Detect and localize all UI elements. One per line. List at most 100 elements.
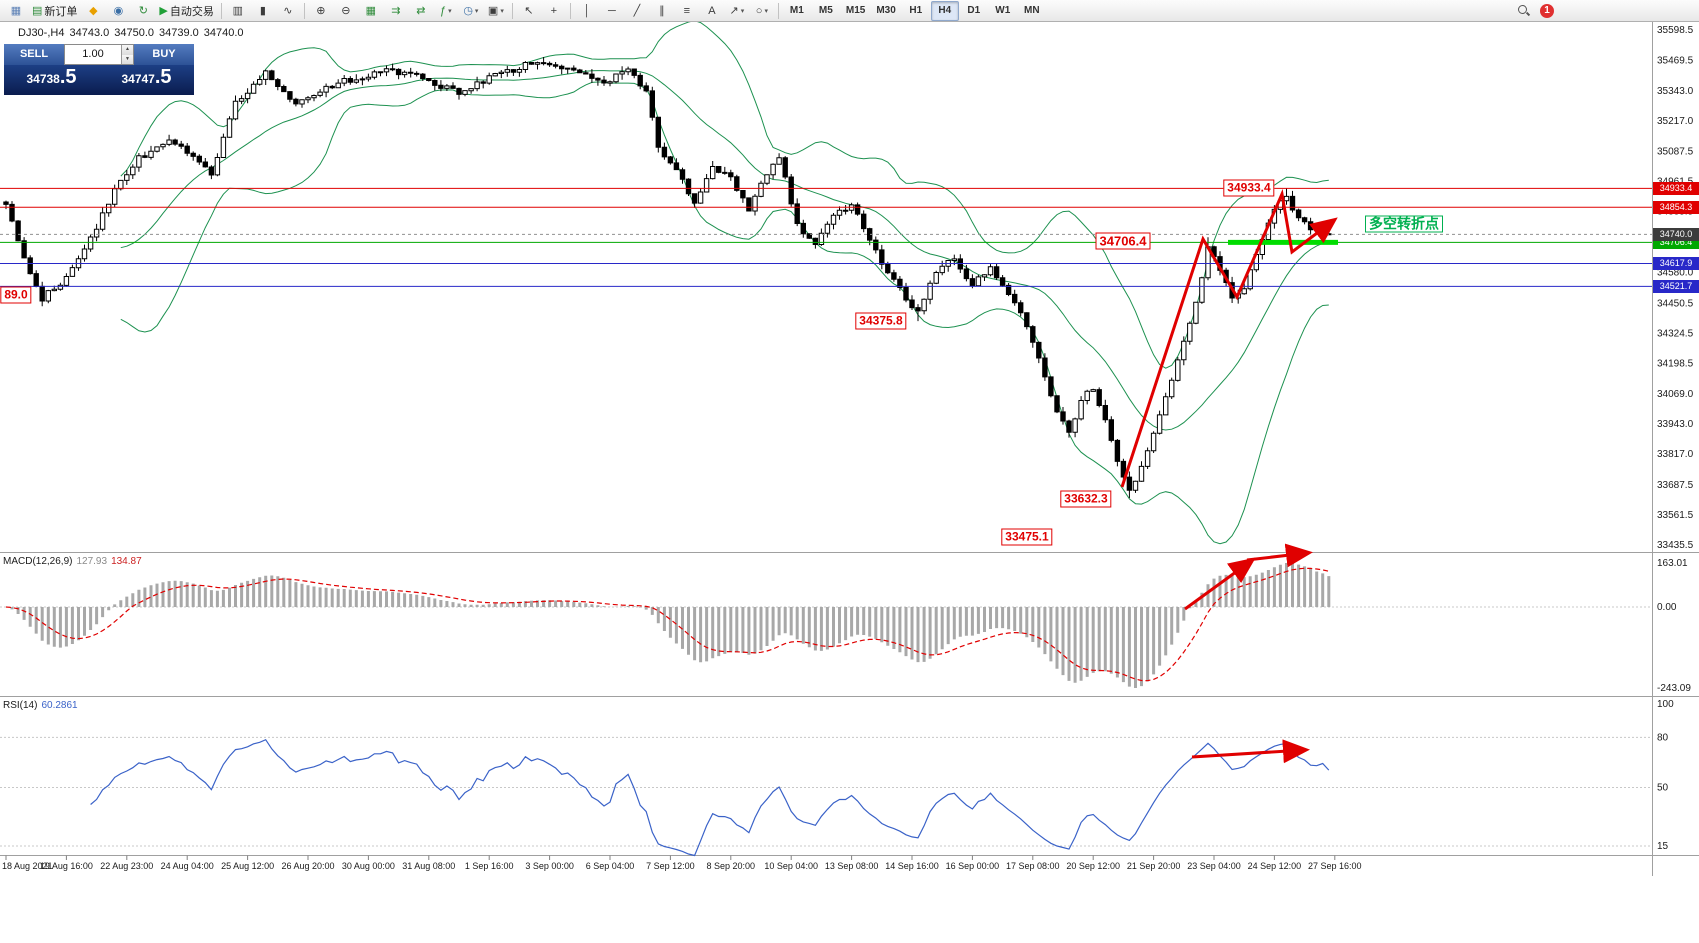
svg-text:15: 15	[1657, 841, 1669, 852]
svg-text:34198.5: 34198.5	[1657, 358, 1694, 369]
vertical-line-button[interactable]: │	[575, 1, 599, 21]
bar-chart-icon: ▥	[232, 4, 244, 17]
candlestick-icon: ▮	[259, 4, 266, 17]
arrow-objects-icon: ↗	[729, 4, 739, 17]
svg-text:7 Sep 12:00: 7 Sep 12:00	[646, 861, 695, 871]
chart-shift-button[interactable]: ⇄	[409, 1, 433, 21]
crosshair-button[interactable]: +	[542, 1, 566, 21]
indicators-button[interactable]: ƒ ▾	[434, 1, 458, 21]
buy-price-button[interactable]: 34747.5	[99, 65, 194, 95]
axis-price-tag: 34617.9	[1653, 257, 1699, 270]
volume-input[interactable]: 1.00 ▲ ▼	[64, 44, 134, 65]
community-button[interactable]: ◉	[106, 1, 130, 21]
search-icon	[1517, 4, 1530, 17]
refresh-button[interactable]: ↻	[131, 1, 155, 21]
sell-button[interactable]: SELL	[4, 44, 64, 65]
timeframe-w1-button[interactable]: W1	[995, 5, 1011, 16]
chart-window-button[interactable]: ▦	[4, 1, 28, 21]
rsi-value: 60.2861	[41, 700, 78, 711]
svg-text:34069.0: 34069.0	[1657, 389, 1694, 400]
macd-histogram	[10, 563, 1331, 688]
svg-text:16 Sep 00:00: 16 Sep 00:00	[946, 861, 1000, 871]
timeframe-d1-button[interactable]: D1	[967, 5, 981, 16]
svg-text:34580.0: 34580.0	[1657, 268, 1694, 279]
autotrading-button[interactable]: ▶ 自动交易	[156, 1, 216, 21]
chart-panel: 35598.535469.535343.035217.035087.534961…	[0, 22, 1699, 943]
new-order-button[interactable]: ▤ 新订单	[29, 1, 80, 21]
zoom-out-button[interactable]: ⊖	[334, 1, 358, 21]
volume-decrease-button[interactable]: ▼	[122, 54, 133, 64]
auto-scroll-button[interactable]: ⇉	[384, 1, 408, 21]
search-button[interactable]	[1511, 1, 1535, 21]
candlestick-chart-button[interactable]: ▮	[251, 1, 275, 21]
notification-badge[interactable]: 1	[1540, 3, 1554, 18]
chart-shift-icon: ⇄	[416, 4, 426, 17]
svg-text:1 Sep 16:00: 1 Sep 16:00	[465, 861, 514, 871]
toolbar: ▦ ▤ 新订单 ◆ ◉ ↻ ▶ 自动交易 ▥ ▮ ∿ ⊕ ⊖ ▦ ⇉ ⇄ ƒ ▾ ◷ ▾ ▣ ▾ ↖ + │ ─ ╱ ∥ ≡ A ↗ ▾ ○ ▾ M…	[0, 0, 1699, 22]
macd-signal-value: 134.87	[111, 556, 142, 567]
timeframe-m1-button[interactable]: M1	[789, 5, 804, 16]
low-value: 34739.0	[159, 27, 199, 39]
trendline-button[interactable]: ╱	[625, 1, 649, 21]
svg-text:6 Sep 04:00: 6 Sep 04:00	[586, 861, 635, 871]
line-chart-button[interactable]: ∿	[276, 1, 300, 21]
annotation-34375[interactable]: 34375.8	[855, 312, 907, 330]
chart-ohlc-header: DJ30-,H4 34743.0 34750.0 34739.0 34740.0	[18, 27, 249, 39]
annotation-33632[interactable]: 33632.3	[1060, 490, 1112, 508]
annotation-left-partial[interactable]: 89.0	[0, 286, 32, 304]
timeframe-m5-button[interactable]: M5	[818, 5, 833, 16]
svg-text:25 Aug 12:00: 25 Aug 12:00	[221, 861, 274, 871]
zoom-in-button[interactable]: ⊕	[309, 1, 333, 21]
chevron-down-icon: ▾	[474, 7, 479, 15]
svg-text:35343.0: 35343.0	[1657, 86, 1694, 97]
annotation-34706[interactable]: 34706.4	[1095, 232, 1151, 250]
svg-text:50: 50	[1657, 783, 1669, 794]
svg-text:100: 100	[1657, 699, 1674, 710]
volume-spinner: ▲ ▼	[121, 45, 133, 64]
fibonacci-icon: ≡	[683, 4, 691, 17]
mql5-market-button[interactable]: ◆	[81, 1, 105, 21]
svg-text:34324.5: 34324.5	[1657, 328, 1694, 339]
templates-button[interactable]: ▣ ▾	[484, 1, 508, 21]
periods-button[interactable]: ◷ ▾	[459, 1, 483, 21]
axis-price-tag: 34740.0	[1653, 228, 1699, 241]
svg-text:33943.0: 33943.0	[1657, 419, 1694, 430]
timeframe-mn-button[interactable]: MN	[1024, 5, 1040, 16]
svg-text:19 Aug 16:00: 19 Aug 16:00	[40, 861, 93, 871]
channel-button[interactable]: ∥	[650, 1, 674, 21]
buy-button[interactable]: BUY	[134, 44, 194, 65]
bar-chart-button[interactable]: ▥	[226, 1, 250, 21]
fibonacci-button[interactable]: ≡	[675, 1, 699, 21]
svg-text:31 Aug 08:00: 31 Aug 08:00	[402, 861, 455, 871]
turning-point-label[interactable]: 多空转折点	[1365, 215, 1443, 233]
sell-price-button[interactable]: 34738.5	[4, 65, 99, 95]
svg-text:80: 80	[1657, 732, 1669, 743]
price-chart[interactable]: 35598.535469.535343.035217.035087.534961…	[0, 22, 1699, 876]
horizontal-line-button[interactable]: ─	[600, 1, 624, 21]
timeframe-h4-button[interactable]: H4	[930, 0, 959, 21]
chevron-down-icon: ▾	[764, 7, 768, 15]
annotation-34933[interactable]: 34933.4	[1223, 179, 1275, 197]
arrows-button[interactable]: ↗ ▾	[725, 1, 749, 21]
annotation-33475[interactable]: 33475.1	[1001, 528, 1053, 546]
volume-increase-button[interactable]: ▲	[122, 45, 133, 55]
text-icon: A	[708, 4, 716, 17]
line-chart-icon: ∿	[283, 4, 293, 17]
timeframe-h1-button[interactable]: H1	[909, 5, 923, 16]
svg-text:33561.5: 33561.5	[1657, 510, 1694, 521]
shapes-button[interactable]: ○ ▾	[750, 1, 774, 21]
timeframe-m30-button[interactable]: M30	[876, 5, 896, 16]
tile-windows-button[interactable]: ▦	[359, 1, 383, 21]
profile-icon: ◉	[113, 4, 124, 17]
macd-pane: 163.01 0.00 -243.09	[0, 558, 1691, 694]
new-order-button-label: 新订单	[44, 5, 78, 18]
rsi-line	[90, 738, 1330, 857]
timeframe-m15-button[interactable]: M15	[845, 5, 866, 16]
cursor-button[interactable]: ↖	[517, 1, 541, 21]
play-icon: ▶	[159, 4, 168, 17]
price-integer: 34738	[26, 72, 60, 86]
text-button[interactable]: A	[700, 1, 724, 21]
one-click-trading-panel: SELL 1.00 ▲ ▼ BUY 34738.5 34747.5	[4, 44, 194, 95]
svg-text:18 Aug 2021: 18 Aug 2021	[2, 861, 53, 871]
